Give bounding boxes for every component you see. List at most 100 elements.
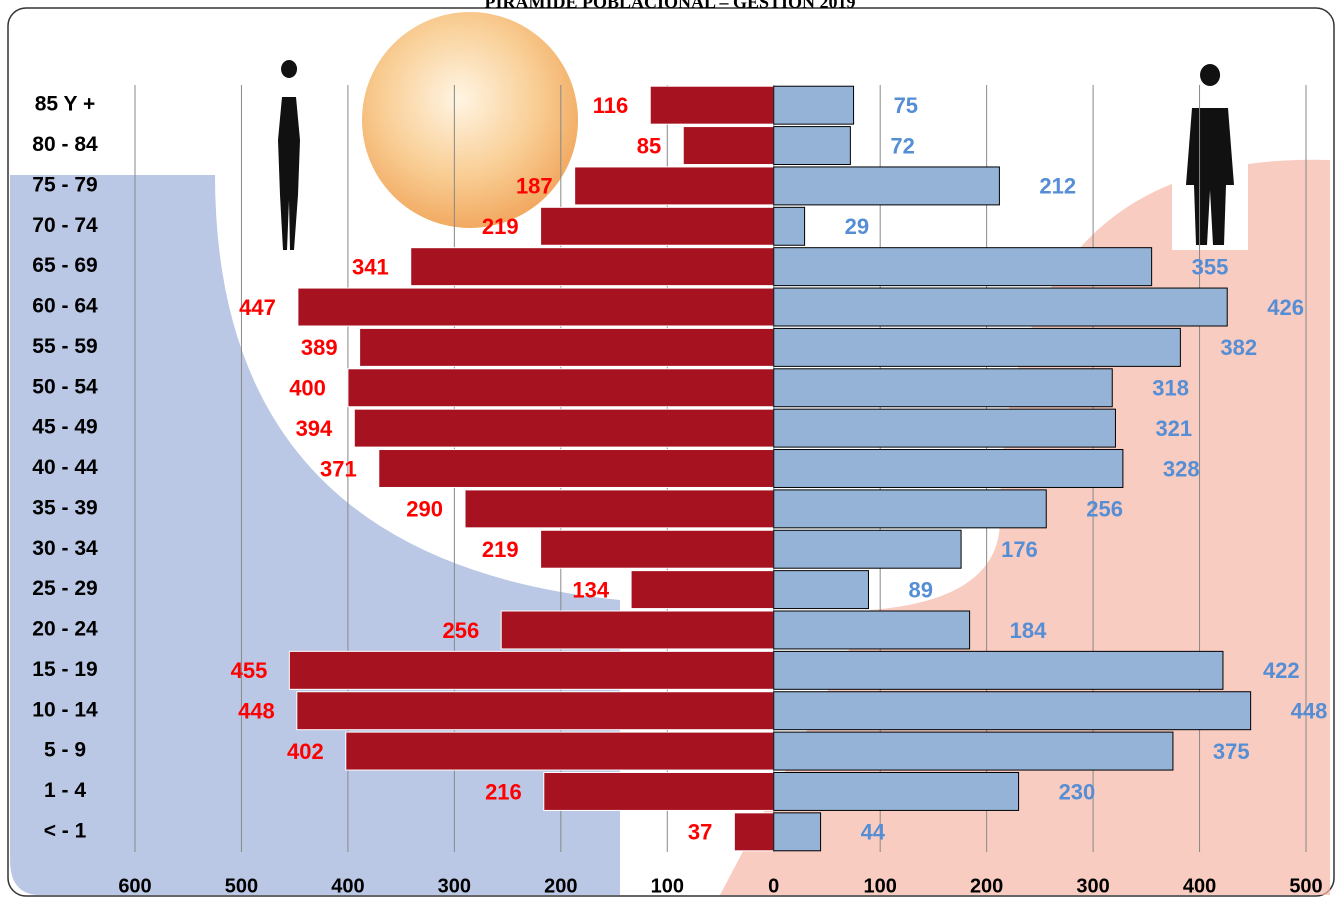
male-bar: [773, 691, 1252, 731]
male-bar: [773, 610, 971, 650]
male-value-label: 72: [890, 133, 914, 158]
female-bar: [574, 166, 775, 206]
male-bar: [773, 126, 851, 166]
female-bar: [540, 529, 775, 569]
male-value-label: 328: [1163, 456, 1200, 481]
male-bar: [773, 570, 869, 610]
category-label: 55 - 59: [32, 335, 97, 358]
female-bar: [347, 368, 775, 408]
x-tick-label: 100: [863, 875, 896, 897]
female-bar: [288, 650, 775, 690]
male-value-label: 256: [1086, 497, 1123, 522]
female-value-label: 290: [406, 497, 443, 522]
male-value-label: 382: [1220, 335, 1257, 360]
male-value-label: 230: [1059, 779, 1096, 804]
female-value-label: 85: [637, 133, 661, 158]
female-value-label: 371: [320, 456, 357, 481]
background-sphere: [362, 12, 578, 228]
x-tick-label: 400: [1183, 875, 1216, 897]
female-bar: [500, 610, 775, 650]
male-bar: [773, 731, 1174, 771]
male-value-label: 426: [1267, 295, 1304, 320]
category-label: 80 - 84: [32, 133, 98, 156]
category-label: 30 - 34: [32, 537, 98, 560]
female-bar: [297, 287, 775, 327]
category-label: 15 - 19: [32, 658, 97, 681]
category-label: 85 Y +: [35, 93, 96, 116]
male-value-label: 29: [845, 214, 869, 239]
female-value-label: 448: [238, 699, 275, 724]
female-icon: [278, 60, 300, 250]
female-bar: [682, 126, 775, 166]
male-bar: [773, 650, 1224, 690]
male-bar: [773, 449, 1124, 488]
category-label: 65 - 69: [32, 254, 97, 277]
category-label: < - 1: [44, 819, 87, 842]
female-value-label: 256: [442, 618, 479, 643]
category-label: 40 - 44: [32, 456, 98, 479]
female-bar: [345, 731, 775, 771]
female-value-label: 402: [287, 739, 324, 764]
female-value-label: 134: [572, 577, 609, 602]
female-value-label: 389: [301, 335, 338, 360]
male-value-label: 44: [861, 820, 886, 845]
male-bar: [773, 771, 1020, 811]
female-value-label: 116: [593, 93, 629, 118]
male-bar: [773, 166, 1000, 206]
category-label: 70 - 74: [32, 214, 98, 237]
category-label: 35 - 39: [32, 496, 97, 519]
female-bar: [649, 85, 775, 125]
female-bar: [353, 408, 775, 448]
male-value-label: 448: [1291, 699, 1328, 724]
male-bar: [773, 85, 855, 125]
female-value-label: 216: [485, 779, 522, 804]
male-bar: [773, 489, 1047, 529]
male-icon: [1186, 64, 1234, 245]
female-bar: [464, 489, 775, 529]
x-tick-label: 400: [331, 875, 364, 897]
male-value-label: 89: [908, 577, 932, 602]
male-value-label: 176: [1001, 537, 1038, 562]
female-bar: [296, 691, 775, 731]
female-value-label: 455: [231, 658, 268, 683]
category-label: 20 - 24: [32, 618, 98, 641]
x-tick-label: 200: [544, 875, 577, 897]
x-tick-label: 500: [1289, 875, 1322, 897]
male-bar: [773, 529, 962, 569]
female-bar: [540, 206, 775, 246]
male-value-label: 75: [894, 93, 918, 118]
male-value-label: 184: [1010, 618, 1047, 643]
male-bar: [773, 247, 1153, 287]
female-bar: [359, 327, 775, 367]
female-bar: [378, 449, 775, 488]
male-value-label: 212: [1039, 174, 1076, 199]
female-value-label: 447: [239, 295, 276, 320]
male-bar: [773, 408, 1116, 448]
chart-title: PIRAMIDE POBLACIONAL – GESTION 2019: [484, 0, 855, 12]
category-label: 45 - 49: [32, 416, 97, 439]
female-value-label: 37: [688, 820, 712, 845]
female-value-label: 341: [352, 254, 389, 279]
x-tick-label: 600: [118, 875, 151, 897]
female-value-label: 394: [296, 416, 333, 441]
female-value-label: 219: [482, 214, 519, 239]
category-label: 25 - 29: [32, 577, 97, 600]
male-bar: [773, 206, 806, 246]
female-value-label: 219: [482, 537, 519, 562]
x-tick-label: 0: [768, 875, 779, 897]
male-value-label: 375: [1213, 739, 1250, 764]
category-label: 75 - 79: [32, 173, 97, 196]
female-bar: [630, 570, 775, 610]
female-value-label: 187: [516, 174, 553, 199]
category-label: 10 - 14: [32, 698, 98, 721]
female-bar: [410, 247, 775, 287]
x-tick-label: 300: [438, 875, 471, 897]
male-bar: [773, 327, 1181, 367]
male-value-label: 355: [1192, 254, 1229, 279]
female-bar: [733, 812, 775, 852]
category-label: 50 - 54: [32, 375, 98, 398]
category-label: 1 - 4: [44, 779, 86, 802]
x-tick-label: 500: [225, 875, 258, 897]
female-bar: [543, 771, 775, 811]
